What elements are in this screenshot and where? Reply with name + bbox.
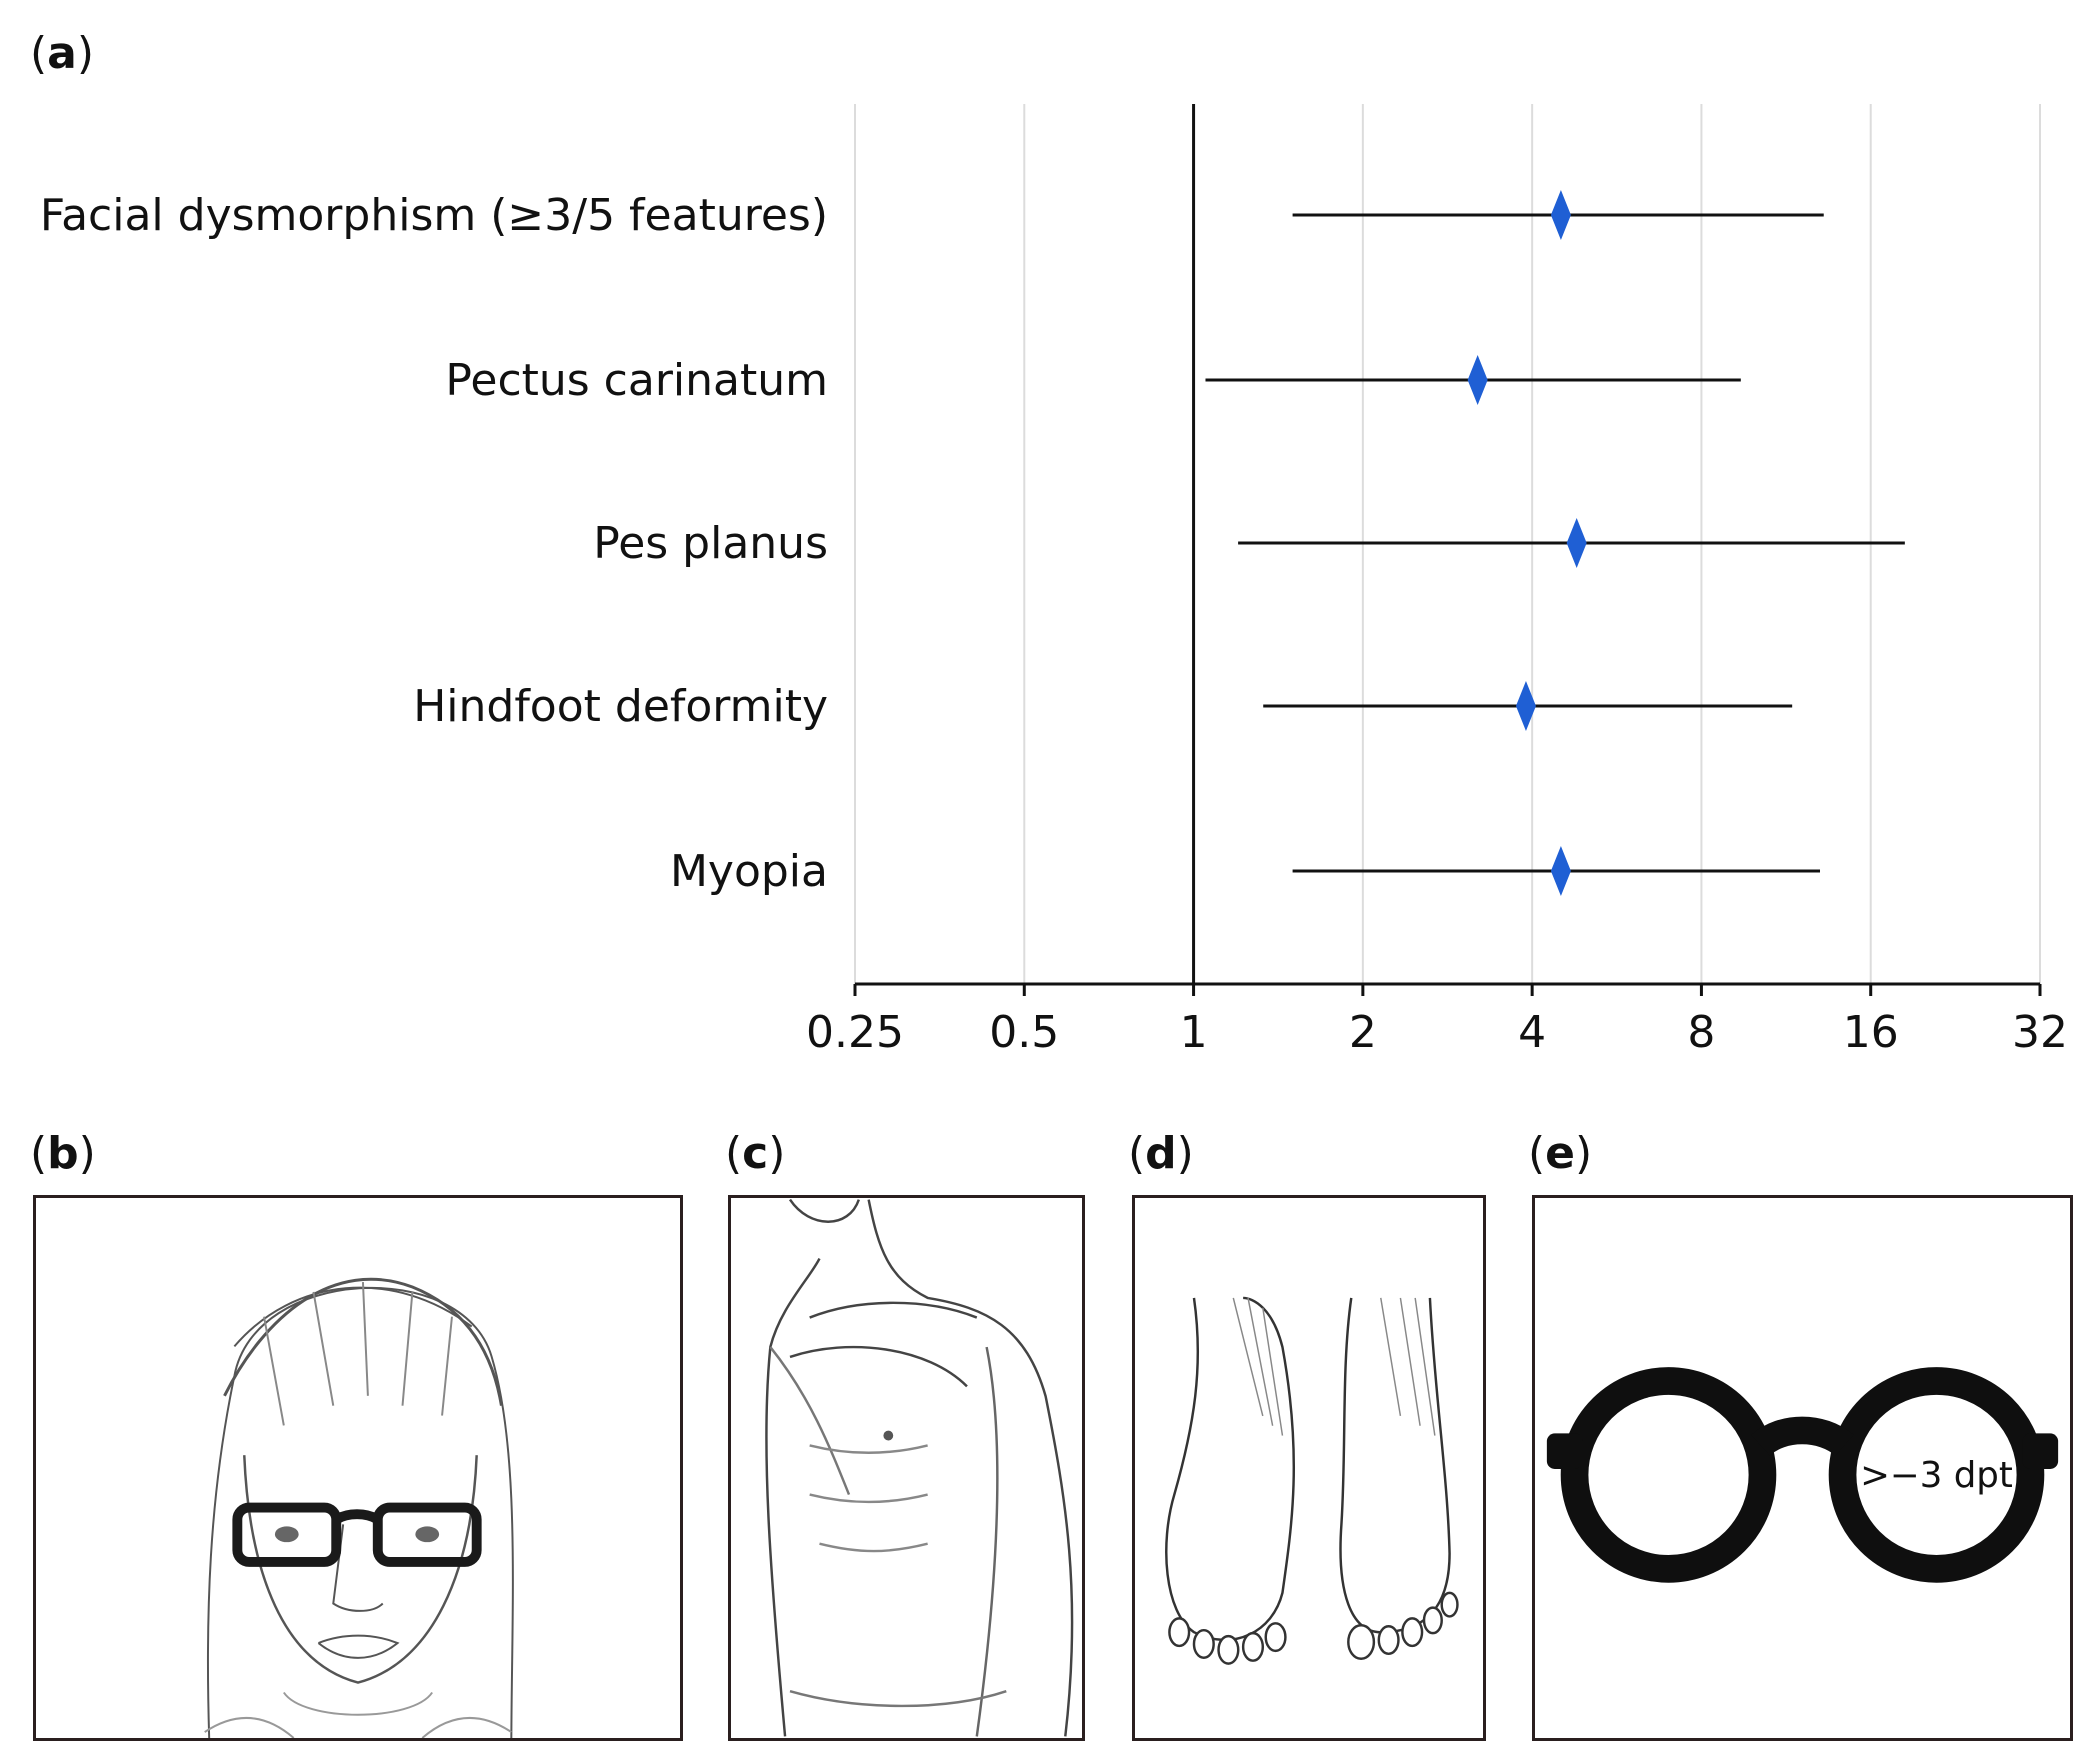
forest-rows: Facial dysmorphism (≥3/5 features) Pectus… bbox=[40, 190, 1905, 897]
panel-label-c: (c) bbox=[725, 1128, 786, 1179]
estimate-marker bbox=[1550, 846, 1571, 896]
feet-illustration bbox=[1132, 1195, 1486, 1741]
pectus-carinatum-torso-sketch-icon bbox=[765, 1198, 1074, 1737]
panel-label-e: (e) bbox=[1528, 1128, 1593, 1179]
x-tick-label: 8 bbox=[1687, 1007, 1715, 1058]
estimate-marker bbox=[1566, 518, 1587, 568]
glasses-illustration: >−3 dpt bbox=[1532, 1195, 2073, 1741]
lens-power-label: >−3 dpt bbox=[1860, 1455, 2013, 1496]
torso-illustration bbox=[728, 1195, 1085, 1741]
x-tick-label: 4 bbox=[1518, 1007, 1546, 1058]
row-label: Facial dysmorphism (≥3/5 features) bbox=[40, 190, 828, 241]
estimate-marker bbox=[1550, 190, 1571, 240]
flat-feet-sketch-icon bbox=[1165, 1296, 1459, 1665]
x-axis-ticks: 0.25 0.5 1 2 4 8 16 32 bbox=[806, 984, 2068, 1058]
face-illustration bbox=[33, 1195, 683, 1741]
panel-label-d: (d) bbox=[1128, 1128, 1194, 1179]
row-label: Myopia bbox=[670, 846, 828, 897]
panel-label-a: (a) bbox=[30, 28, 95, 79]
estimate-marker bbox=[1515, 681, 1536, 731]
panel-letter-a: a bbox=[47, 28, 77, 79]
round-glasses-icon: >−3 dpt bbox=[1546, 1367, 2059, 1583]
row-label: Hindfoot deformity bbox=[413, 681, 828, 732]
x-tick-label: 0.5 bbox=[989, 1007, 1059, 1058]
row-label: Pes planus bbox=[593, 518, 828, 569]
x-tick-label: 0.25 bbox=[806, 1007, 904, 1058]
panel-label-b: (b) bbox=[30, 1128, 96, 1179]
x-tick-label: 1 bbox=[1180, 1007, 1208, 1058]
x-tick-label: 32 bbox=[2012, 1007, 2068, 1058]
x-tick-label: 16 bbox=[1843, 1007, 1899, 1058]
row-label: Pectus carinatum bbox=[445, 355, 828, 406]
forest-plot: Facial dysmorphism (≥3/5 features) Pectus… bbox=[40, 104, 2068, 1058]
estimate-marker bbox=[1467, 355, 1488, 405]
face-with-glasses-sketch-icon bbox=[204, 1277, 514, 1738]
x-tick-label: 2 bbox=[1349, 1007, 1377, 1058]
